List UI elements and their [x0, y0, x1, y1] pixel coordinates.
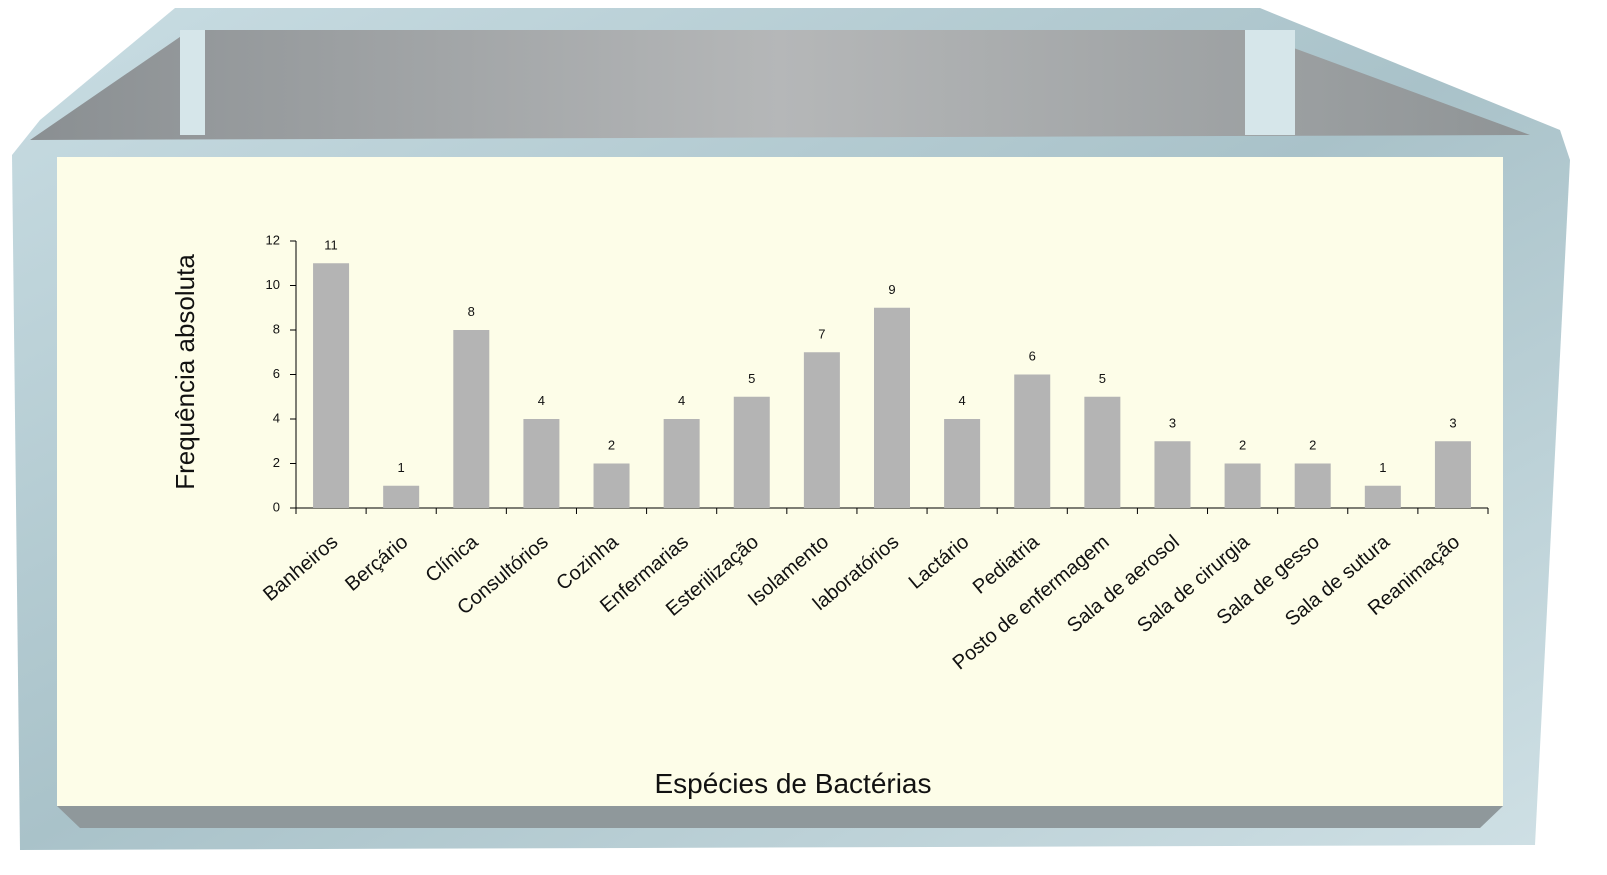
value-label: 3	[1169, 415, 1176, 430]
bar	[944, 419, 980, 508]
value-label: 1	[398, 460, 405, 475]
value-label: 3	[1449, 415, 1456, 430]
value-label: 5	[1099, 371, 1106, 386]
y-tick-label: 8	[273, 321, 280, 336]
value-label: 2	[1239, 438, 1246, 453]
value-label: 1	[1379, 460, 1386, 475]
bar	[874, 308, 910, 508]
value-label: 6	[1029, 349, 1036, 364]
bar	[1014, 375, 1050, 509]
value-label: 4	[538, 393, 545, 408]
glass-post	[1245, 30, 1295, 135]
y-tick-label: 0	[273, 499, 280, 514]
value-label: 2	[608, 438, 615, 453]
glass-post	[180, 30, 205, 135]
bar	[1154, 441, 1190, 508]
bar	[1084, 397, 1120, 508]
value-label: 2	[1309, 438, 1316, 453]
glass-frame-chart: Espécies de Bactérias Frequência absolut…	[0, 0, 1607, 875]
bar	[523, 419, 559, 508]
bar	[804, 352, 840, 508]
y-tick-label: 10	[266, 277, 280, 292]
value-label: 11	[324, 237, 338, 252]
value-label: 5	[748, 371, 755, 386]
bar	[313, 263, 349, 508]
bar	[1365, 486, 1401, 508]
value-label: 4	[959, 393, 966, 408]
value-label: 7	[818, 326, 825, 341]
bar	[734, 397, 770, 508]
chart-panel	[57, 157, 1503, 806]
y-axis-title: Frequência absoluta	[170, 254, 200, 490]
value-label: 9	[888, 282, 895, 297]
bar	[594, 464, 630, 509]
bar	[383, 486, 419, 508]
bar	[1225, 464, 1261, 509]
glass-bottom	[57, 806, 1503, 828]
y-tick-label: 6	[273, 366, 280, 381]
bar	[453, 330, 489, 508]
value-label: 4	[678, 393, 685, 408]
value-label: 8	[468, 304, 475, 319]
x-axis-title: Espécies de Bactérias	[654, 768, 931, 799]
page: {"chart_data": {"type": "bar", "x_label"…	[0, 0, 1607, 875]
y-tick-label: 12	[266, 232, 280, 247]
bar	[1295, 464, 1331, 509]
y-tick-label: 2	[273, 455, 280, 470]
bar	[1435, 441, 1471, 508]
y-tick-label: 4	[273, 410, 280, 425]
bar	[664, 419, 700, 508]
